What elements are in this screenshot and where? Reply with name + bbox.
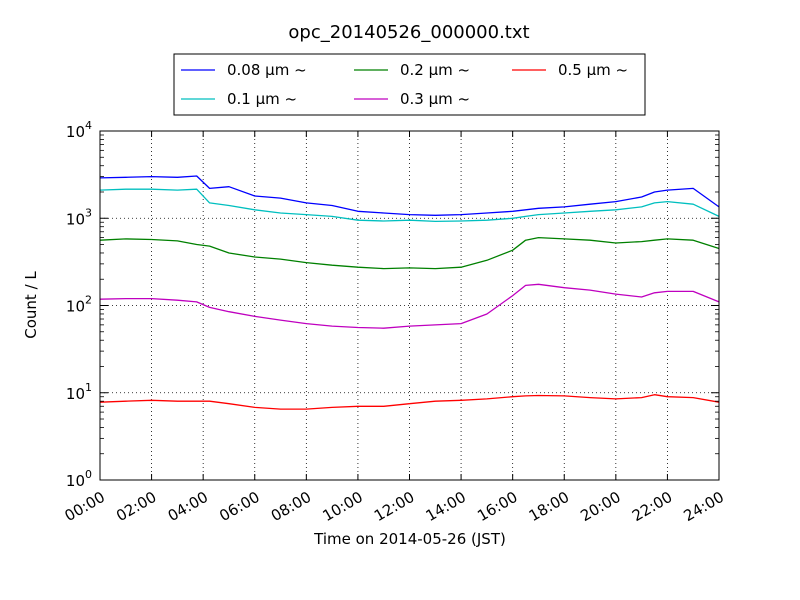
series-group [99, 175, 720, 410]
legend-label-4: 0.3 μm ~ [400, 90, 470, 108]
legend-label-2: 0.1 μm ~ [227, 90, 297, 108]
y-tick-label: 104 [66, 119, 92, 141]
y-tick-label: 102 [66, 294, 92, 316]
series-line-3 [99, 236, 720, 270]
x-axis-label: Time on 2014-05-26 (JST) [313, 530, 506, 548]
y-tick-label: 103 [66, 206, 92, 228]
series-line-5 [99, 394, 720, 410]
x-tick-label: 12:00 [371, 488, 417, 525]
x-tick-label: 04:00 [165, 488, 211, 525]
y-tick-label: 100 [66, 468, 92, 490]
legend-label-5: 0.5 μm ~ [558, 61, 628, 79]
x-tick-label: 14:00 [423, 488, 469, 525]
legend-label-1: 0.08 μm ~ [227, 61, 307, 79]
legend-frame [173, 53, 646, 116]
plot-area [100, 131, 719, 480]
legend: 0.08 μm ~ 0.1 μm ~ 0.2 μm ~ 0.3 μm ~ 0.5 μm … [173, 53, 646, 116]
x-tick-label: 06:00 [216, 488, 262, 525]
x-tick-label: 24:00 [681, 488, 727, 525]
legend-label-3: 0.2 μm ~ [400, 61, 470, 79]
x-tick-label: 08:00 [268, 488, 314, 525]
x-tick-label: 18:00 [526, 488, 572, 525]
x-tick-label: 16:00 [474, 488, 520, 525]
x-tick-label: 22:00 [629, 488, 675, 525]
x-tick-label: 00:00 [62, 488, 108, 525]
x-tick-label: 02:00 [113, 488, 159, 525]
series-line-2 [99, 188, 720, 223]
y-axis-label: Count / L [22, 271, 40, 339]
y-tick-label: 101 [66, 381, 92, 403]
x-tick-label: 10:00 [319, 488, 365, 525]
series-line-1 [99, 175, 720, 216]
chart-title: opc_20140526_000000.txt [288, 22, 529, 43]
x-tick-label: 20:00 [577, 488, 623, 525]
series-line-4 [99, 283, 720, 329]
